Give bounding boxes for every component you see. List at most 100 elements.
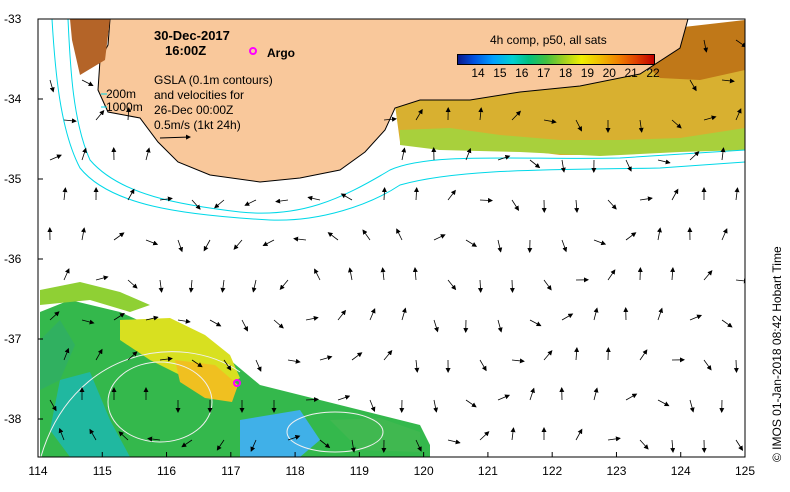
velocity-arrow [305,315,319,321]
argo-legend-label: Argo [267,46,295,60]
velocity-arrow [671,119,682,129]
velocity-arrow [497,239,503,253]
velocity-arrow [95,348,103,361]
velocity-arrow [703,270,713,281]
velocity-arrow [639,349,648,361]
velocity-arrow [58,427,65,441]
velocity-arrow [479,197,493,203]
velocity-arrow [340,193,353,201]
velocity-arrow [670,439,676,453]
gsla-note-line4: 0.5m/s (1kt 24h) [154,118,241,132]
velocity-arrow [607,269,616,281]
colorbar-tick-label: 17 [536,66,551,80]
velocity-arrow [255,359,262,372]
velocity-arrow [337,309,347,321]
velocity-arrow [95,275,109,281]
colorbar-tick-label: 14 [471,66,485,80]
cape-leeuwin-land [70,19,110,75]
y-tick-label: -36 [4,252,22,266]
velocity-arrow [703,115,717,121]
velocity-arrow [49,399,57,412]
velocity-arrow [145,315,159,321]
x-tick-label: 114 [28,464,48,478]
velocity-arrow [477,279,483,293]
velocity-arrow [273,319,284,329]
velocity-arrow [49,311,60,321]
velocity-arrow [287,435,301,441]
colorbar-tick-label: 16 [515,66,529,80]
velocity-arrow [319,439,331,449]
velocity-arrow [381,187,387,201]
velocity-arrow [113,312,125,321]
velocity-arrow [181,439,193,448]
velocity-arrow [118,431,129,441]
velocity-arrow [543,350,553,361]
velocity-arrow [720,147,726,161]
velocity-arrow [625,159,632,172]
velocity-arrow [81,319,95,325]
gsla-note-line3: 26-Dec 00:00Z [154,103,234,117]
velocity-arrow [465,147,472,161]
velocity-arrow [447,439,461,445]
velocity-arrow [293,236,307,242]
velocity-arrow [479,431,490,441]
velocity-arrow [319,355,333,361]
velocity-arrow [362,229,371,241]
velocity-arrow [703,39,709,53]
velocity-arrow [401,147,407,161]
x-tick-label: 123 [606,464,627,478]
velocity-arrow [639,439,649,450]
velocity-arrow [447,279,457,291]
velocity-arrow [689,314,703,321]
depth-200-label: 200m [106,87,137,101]
velocity-arrow [625,393,638,401]
velocity-arrow [657,399,670,407]
velocity-arrow [639,196,653,202]
velocity-arrow [81,147,87,161]
velocity-arrow [127,279,138,289]
velocity-arrow [275,198,289,204]
colorbar-tick-label: 21 [624,66,638,80]
colorbar-tick-label: 18 [558,66,573,80]
velocity-arrow [657,159,671,165]
velocity-arrow [127,188,135,201]
velocity-arrow [63,268,70,281]
velocity-arrow [81,227,86,241]
velocity-arrow [203,239,211,252]
velocity-arrow [625,232,637,241]
velocity-arrow [465,399,477,408]
velocity-arrow [465,239,478,247]
velocity-arrow [89,428,97,441]
velocity-arrow [383,116,397,122]
scale-arrow [159,134,191,140]
depth-1000-label: 1000m [106,100,143,114]
velocity-arrow [657,307,663,321]
velocity-arrow [497,319,503,333]
velocity-arrow [81,79,94,86]
velocity-arrow [351,352,363,361]
velocity-arrow [511,358,525,364]
velocity-arrow [63,118,77,124]
velocity-arrow [529,387,535,401]
velocity-arrow [721,228,728,241]
argo-float-marker [233,379,241,387]
colorbar-tick-label: 20 [602,66,616,80]
velocity-arrow [721,319,733,328]
velocity-arrow [250,439,257,452]
velocity-arrow [433,399,439,413]
velocity-arrow [497,155,511,161]
velocity-arrow [327,232,339,241]
argo-legend-icon [249,47,257,55]
velocity-arrow [233,239,243,250]
velocity-arrow [369,308,376,321]
velocity-arrow [214,199,225,209]
velocity-arrow [159,356,173,362]
gsla-note-line1: GSLA (0.1m contours) [154,73,273,87]
x-tick-label: 117 [221,464,241,478]
velocity-arrow [670,267,676,281]
velocity-arrow [62,187,68,201]
colorbar-tick-label: 15 [493,66,507,80]
velocity-arrow [735,278,745,284]
x-tick-label: 119 [349,464,369,478]
